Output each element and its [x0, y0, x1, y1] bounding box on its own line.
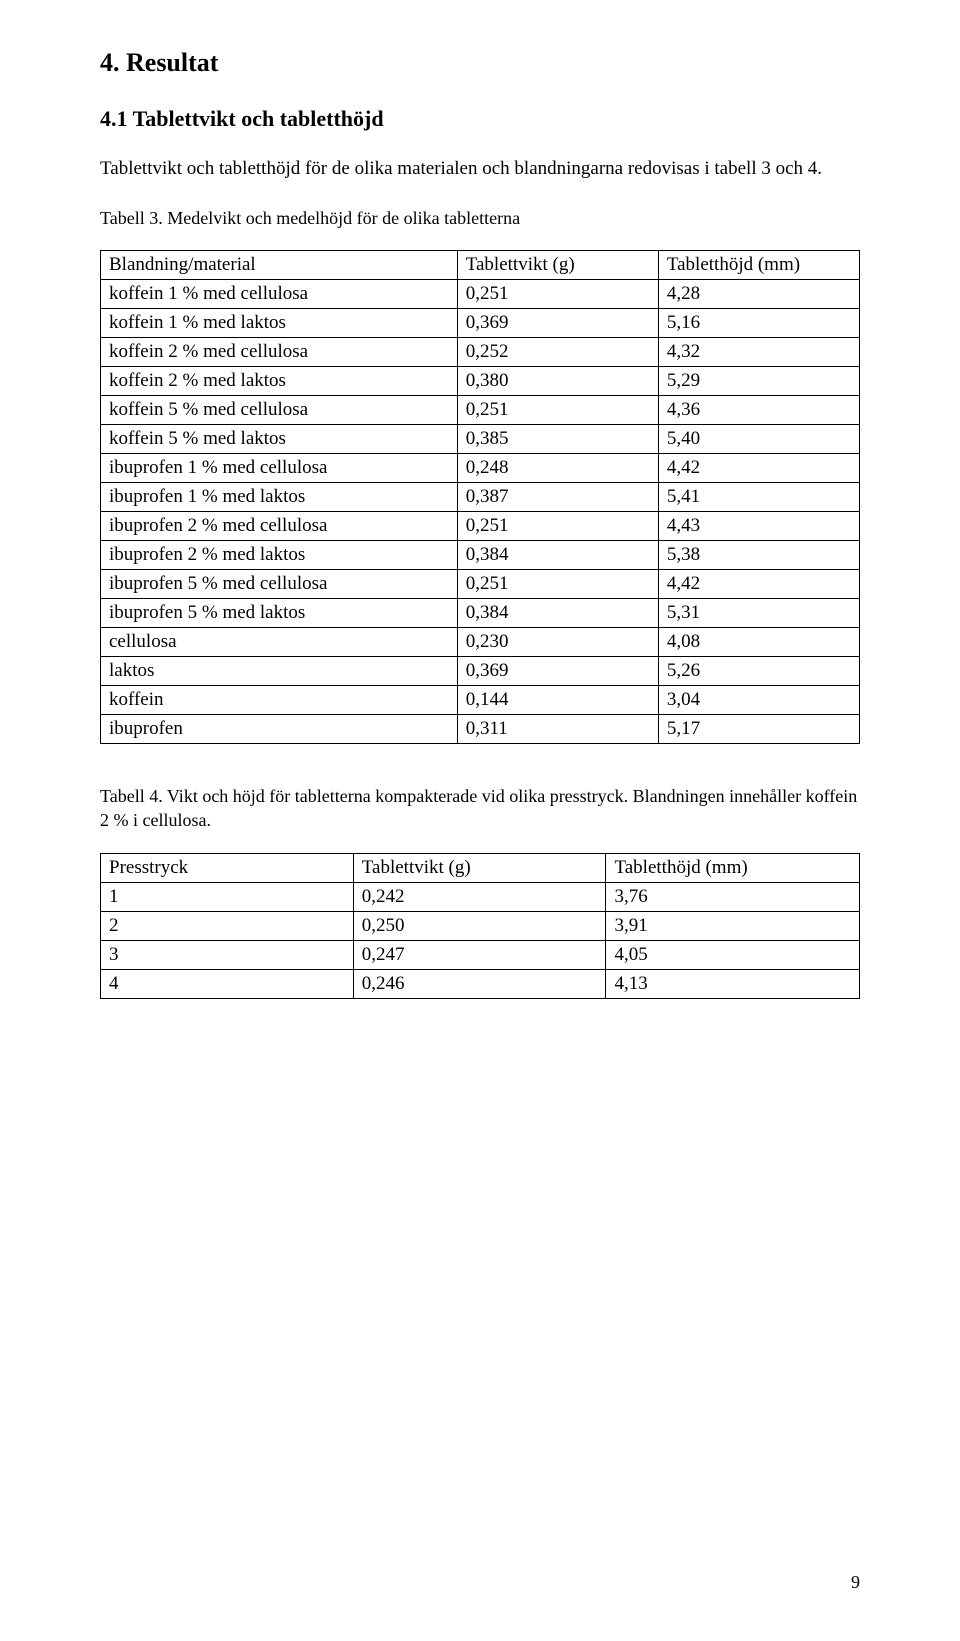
table-cell: koffein 1 % med laktos — [101, 308, 458, 337]
section-heading: 4. Resultat — [100, 48, 860, 78]
table-cell: 0,252 — [457, 337, 658, 366]
page-number: 9 — [851, 1572, 860, 1593]
table-cell: 4 — [101, 969, 354, 998]
table-cell: ibuprofen 1 % med cellulosa — [101, 453, 458, 482]
table-cell: 5,40 — [658, 424, 859, 453]
table-row: 20,2503,91 — [101, 911, 860, 940]
table-cell: 0,380 — [457, 366, 658, 395]
table-cell: 0,384 — [457, 598, 658, 627]
table-row: ibuprofen 1 % med cellulosa0,2484,42 — [101, 453, 860, 482]
table-row: koffein 2 % med cellulosa0,2524,32 — [101, 337, 860, 366]
table-row: ibuprofen 5 % med cellulosa0,2514,42 — [101, 569, 860, 598]
table-cell: 0,251 — [457, 279, 658, 308]
table-cell: 3 — [101, 940, 354, 969]
table-cell: ibuprofen 5 % med cellulosa — [101, 569, 458, 598]
table3: Blandning/materialTablettvikt (g)Tablett… — [100, 250, 860, 744]
table-cell: koffein 2 % med cellulosa — [101, 337, 458, 366]
table-cell: 4,36 — [658, 395, 859, 424]
table-cell: 4,43 — [658, 511, 859, 540]
table-cell: 5,41 — [658, 482, 859, 511]
table-cell: koffein 5 % med laktos — [101, 424, 458, 453]
table-cell: 0,387 — [457, 482, 658, 511]
table-header-cell: Tabletthöjd (mm) — [658, 250, 859, 279]
table-cell: 5,26 — [658, 656, 859, 685]
table-row: ibuprofen 1 % med laktos0,3875,41 — [101, 482, 860, 511]
table-cell: koffein — [101, 685, 458, 714]
page: 4. Resultat 4.1 Tablettvikt och tabletth… — [0, 0, 960, 1641]
table-cell: cellulosa — [101, 627, 458, 656]
table-row: laktos0,3695,26 — [101, 656, 860, 685]
table-row: koffein0,1443,04 — [101, 685, 860, 714]
table-cell: 4,42 — [658, 569, 859, 598]
table-cell: 0,251 — [457, 395, 658, 424]
table-row: 10,2423,76 — [101, 882, 860, 911]
table-header-cell: Tabletthöjd (mm) — [606, 853, 860, 882]
table-cell: ibuprofen 5 % med laktos — [101, 598, 458, 627]
table4-caption: Tabell 4. Vikt och höjd för tabletterna … — [100, 784, 860, 833]
table-cell: 5,38 — [658, 540, 859, 569]
table-cell: ibuprofen 1 % med laktos — [101, 482, 458, 511]
table-cell: 0,242 — [353, 882, 606, 911]
table-row: ibuprofen 5 % med laktos0,3845,31 — [101, 598, 860, 627]
table-cell: 3,04 — [658, 685, 859, 714]
table-cell: 5,29 — [658, 366, 859, 395]
table-cell: 1 — [101, 882, 354, 911]
table-cell: 5,31 — [658, 598, 859, 627]
table-cell: koffein 5 % med cellulosa — [101, 395, 458, 424]
table-row: koffein 5 % med cellulosa0,2514,36 — [101, 395, 860, 424]
table-header-row: PresstryckTablettvikt (g)Tabletthöjd (mm… — [101, 853, 860, 882]
table-cell: 4,08 — [658, 627, 859, 656]
table-cell: koffein 2 % med laktos — [101, 366, 458, 395]
table-header-cell: Blandning/material — [101, 250, 458, 279]
table-cell: 4,05 — [606, 940, 860, 969]
table-cell: 4,28 — [658, 279, 859, 308]
table-cell: 0,248 — [457, 453, 658, 482]
table3-caption: Tabell 3. Medelvikt och medelhöjd för de… — [100, 206, 860, 230]
table-cell: 0,251 — [457, 569, 658, 598]
table-cell: 0,385 — [457, 424, 658, 453]
intro-paragraph: Tablettvikt och tabletthöjd för de olika… — [100, 156, 860, 182]
table-row: koffein 1 % med laktos0,3695,16 — [101, 308, 860, 337]
table-header-cell: Tablettvikt (g) — [457, 250, 658, 279]
table-cell: 0,369 — [457, 308, 658, 337]
table-cell: 3,76 — [606, 882, 860, 911]
table-cell: 0,384 — [457, 540, 658, 569]
table-row: koffein 1 % med cellulosa0,2514,28 — [101, 279, 860, 308]
table4: PresstryckTablettvikt (g)Tabletthöjd (mm… — [100, 853, 860, 999]
table-row: 30,2474,05 — [101, 940, 860, 969]
table-row: koffein 5 % med laktos0,3855,40 — [101, 424, 860, 453]
table-header-row: Blandning/materialTablettvikt (g)Tablett… — [101, 250, 860, 279]
table-cell: 0,230 — [457, 627, 658, 656]
table-header-cell: Presstryck — [101, 853, 354, 882]
table-cell: 0,369 — [457, 656, 658, 685]
table-cell: koffein 1 % med cellulosa — [101, 279, 458, 308]
table-row: cellulosa0,2304,08 — [101, 627, 860, 656]
table-cell: 0,311 — [457, 714, 658, 743]
table-cell: 0,250 — [353, 911, 606, 940]
table-row: ibuprofen0,3115,17 — [101, 714, 860, 743]
table-cell: 5,16 — [658, 308, 859, 337]
table-cell: 4,42 — [658, 453, 859, 482]
table-row: 40,2464,13 — [101, 969, 860, 998]
table-cell: 2 — [101, 911, 354, 940]
table-cell: 4,32 — [658, 337, 859, 366]
table-row: ibuprofen 2 % med cellulosa0,2514,43 — [101, 511, 860, 540]
table-cell: 4,13 — [606, 969, 860, 998]
table-cell: laktos — [101, 656, 458, 685]
table-cell: 5,17 — [658, 714, 859, 743]
table-cell: ibuprofen 2 % med cellulosa — [101, 511, 458, 540]
table-row: koffein 2 % med laktos0,3805,29 — [101, 366, 860, 395]
table-cell: 0,247 — [353, 940, 606, 969]
table-cell: ibuprofen 2 % med laktos — [101, 540, 458, 569]
table-header-cell: Tablettvikt (g) — [353, 853, 606, 882]
table-cell: 0,246 — [353, 969, 606, 998]
table-cell: 0,251 — [457, 511, 658, 540]
table-cell: ibuprofen — [101, 714, 458, 743]
table-cell: 0,144 — [457, 685, 658, 714]
subsection-heading: 4.1 Tablettvikt och tabletthöjd — [100, 106, 860, 132]
table-cell: 3,91 — [606, 911, 860, 940]
table-row: ibuprofen 2 % med laktos0,3845,38 — [101, 540, 860, 569]
